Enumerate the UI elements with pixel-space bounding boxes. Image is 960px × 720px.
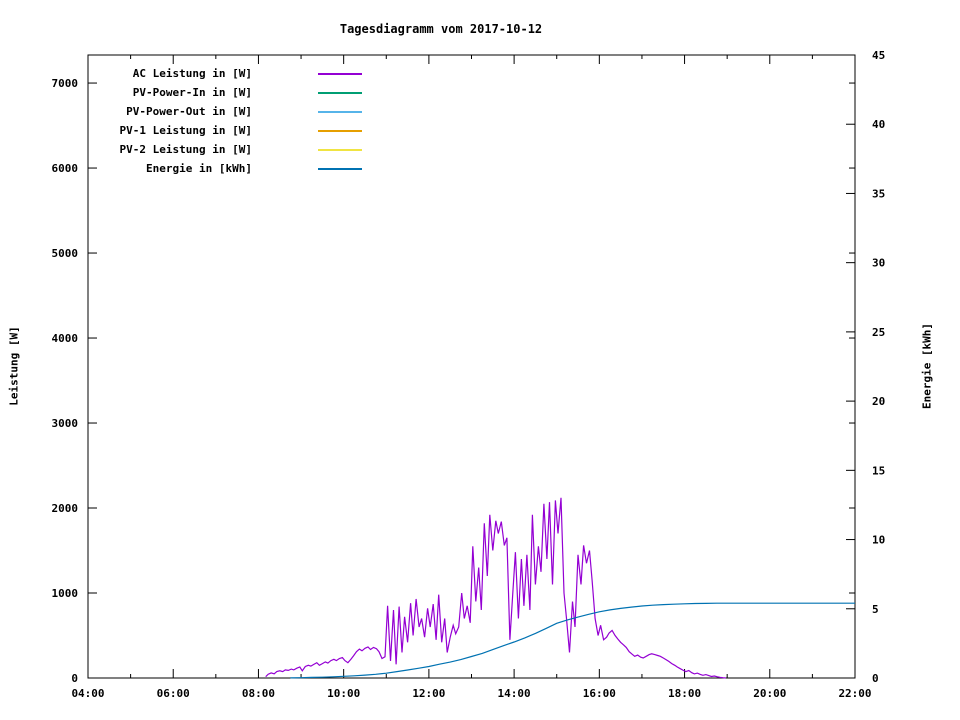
x-tick-label: 16:00 xyxy=(583,687,616,700)
y2-tick-label: 25 xyxy=(872,326,885,339)
legend-row: PV-Power-Out in [W] xyxy=(60,102,362,121)
series-line xyxy=(290,602,855,679)
y2-tick-label: 35 xyxy=(872,187,885,200)
series-line xyxy=(265,497,726,679)
y1-tick-label: 4000 xyxy=(52,332,79,345)
legend-label: PV-Power-In in [W] xyxy=(132,86,252,99)
y1-tick-label: 0 xyxy=(71,672,78,685)
chart-legend: AC Leistung in [W] PV-Power-In in [W] PV-P… xyxy=(60,64,362,178)
chart-title: Tagesdiagramm vom 2017-10-12 xyxy=(339,22,543,36)
legend-row: PV-2 Leistung in [W] xyxy=(60,140,362,159)
x-tick-label: 14:00 xyxy=(498,687,531,700)
y2-tick-label: 10 xyxy=(872,534,885,547)
y1-tick-label: 7000 xyxy=(52,77,79,90)
x-tick-label: 12:00 xyxy=(412,687,445,700)
legend-label: Energie in [kWh] xyxy=(146,162,252,175)
legend-line-sample xyxy=(318,167,362,170)
y2-tick-label: 20 xyxy=(872,395,885,408)
legend-line-sample xyxy=(318,72,362,75)
y2-tick-label: 40 xyxy=(872,118,885,131)
legend-row: Energie in [kWh] xyxy=(60,159,362,178)
x-tick-label: 06:00 xyxy=(157,687,190,700)
x-tick-label: 18:00 xyxy=(668,687,701,700)
y2-tick-label: 45 xyxy=(872,49,885,62)
legend-line-sample xyxy=(318,148,362,151)
x-tick-label: 10:00 xyxy=(327,687,360,700)
legend-line-sample xyxy=(318,129,362,132)
x-tick-label: 20:00 xyxy=(753,687,786,700)
y2-tick-label: 15 xyxy=(872,464,885,477)
x-tick-label: 22:00 xyxy=(838,687,871,700)
y1-tick-label: 5000 xyxy=(52,247,79,260)
legend-label: AC Leistung in [W] xyxy=(132,67,252,80)
legend-label: PV-Power-Out in [W] xyxy=(126,105,252,118)
legend-line-sample xyxy=(318,91,362,94)
y2-tick-label: 0 xyxy=(872,672,879,685)
legend-row: PV-1 Leistung in [W] xyxy=(60,121,362,140)
y1-tick-label: 2000 xyxy=(52,502,79,515)
legend-row: PV-Power-In in [W] xyxy=(60,83,362,102)
legend-row: AC Leistung in [W] xyxy=(60,64,362,83)
legend-line-sample xyxy=(318,110,362,113)
x-tick-label: 04:00 xyxy=(71,687,104,700)
legend-label: PV-2 Leistung in [W] xyxy=(119,143,252,156)
y2-tick-label: 5 xyxy=(872,603,879,616)
x-tick-label: 08:00 xyxy=(242,687,275,700)
legend-label: PV-1 Leistung in [W] xyxy=(119,124,252,137)
y1-tick-label: 3000 xyxy=(52,417,79,430)
y1-tick-label: 6000 xyxy=(52,162,79,175)
y1-tick-label: 1000 xyxy=(52,587,79,600)
y2-tick-label: 30 xyxy=(872,257,885,270)
